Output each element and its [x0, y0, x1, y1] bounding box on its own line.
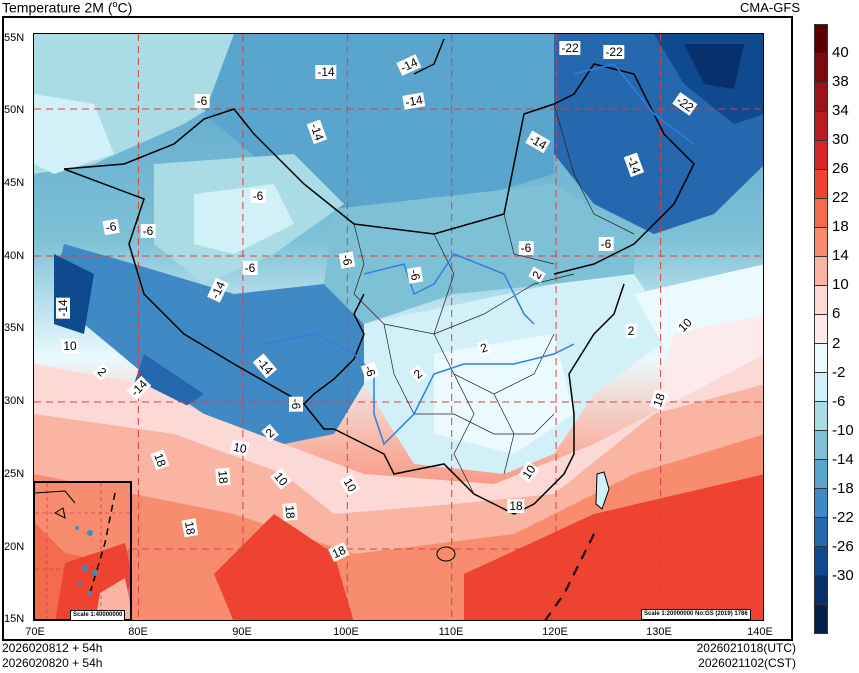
- contour-label: -6: [406, 266, 424, 284]
- lat-label-45n: 45N: [4, 177, 25, 189]
- colorbar-tick-label: -18: [832, 479, 854, 497]
- lat-label-35n: 35N: [4, 322, 25, 334]
- colorbar-tick-label: 22: [832, 189, 849, 207]
- colorbar-segment: [815, 576, 827, 605]
- contour-label: -6: [242, 261, 258, 275]
- colorbar-tick-label: 40: [832, 44, 849, 62]
- init-time-utc: 2026020812 + 54h: [2, 641, 103, 655]
- lat-label-30n: 30N: [4, 395, 25, 407]
- colorbar-segment: [815, 286, 827, 315]
- lon-label-120e: 120E: [542, 626, 568, 638]
- valid-time-cst: 2026021102(CST): [698, 656, 796, 670]
- lon-label-80e: 80E: [128, 626, 148, 638]
- colorbar-segment: [815, 54, 827, 83]
- contour-label: -6: [250, 189, 266, 203]
- colorbar-tick-label: -10: [832, 421, 854, 439]
- colorbar-tick-label: 26: [832, 160, 849, 178]
- contour-label: 2: [625, 324, 637, 338]
- lat-label-25n: 25N: [4, 468, 25, 480]
- init-time-cst: 2026020820 + 54h: [2, 656, 103, 670]
- contour-label: -6: [518, 241, 534, 255]
- temperature-colorbar: [814, 24, 828, 634]
- colorbar-segment: [815, 83, 827, 112]
- colorbar-segment: [815, 605, 827, 633]
- inset-canvas: [35, 483, 130, 619]
- contour-label: -22: [603, 45, 625, 59]
- colorbar-segment: [815, 112, 827, 141]
- contour-label: 18: [282, 502, 298, 522]
- colorbar-tick-label: -6: [832, 392, 846, 410]
- colorbar-tick-label: 38: [832, 73, 849, 91]
- colorbar-segment: [815, 141, 827, 170]
- colorbar-tick-label: -22: [832, 508, 854, 526]
- colorbar-segment: [815, 25, 827, 54]
- contour-label: 18: [507, 499, 525, 513]
- colorbar-segment: [815, 344, 827, 373]
- lon-label-130e: 130E: [646, 626, 672, 638]
- contour-label: -14: [56, 297, 70, 319]
- colorbar-tick-label: 30: [832, 131, 849, 149]
- colorbar-segment: [815, 518, 827, 547]
- lon-label-100e: 100E: [333, 626, 359, 638]
- colorbar-segment: [815, 170, 827, 199]
- colorbar-tick-label: -26: [832, 537, 854, 555]
- colorbar-tick-label: 10: [832, 276, 849, 294]
- contour-label: 18: [215, 467, 231, 487]
- temperature-map: [33, 33, 764, 621]
- contour-label: -6: [289, 396, 303, 412]
- colorbar-tick-label: 34: [832, 102, 849, 120]
- colorbar-tick-label: 14: [832, 247, 849, 265]
- contour-label: -6: [194, 94, 210, 108]
- colorbar-segment: [815, 373, 827, 402]
- colorbar-segment: [815, 402, 827, 431]
- colorbar-segment: [815, 315, 827, 344]
- lat-label-40n: 40N: [4, 250, 25, 262]
- lat-label-55n: 55N: [4, 32, 25, 44]
- contour-label: 10: [61, 339, 79, 353]
- colorbar-tick-label: -30: [832, 566, 854, 584]
- contour-label: 10: [230, 439, 250, 457]
- lon-label-70e: 70E: [25, 626, 45, 638]
- colorbar-segment: [815, 199, 827, 228]
- colorbar-segment: [815, 547, 827, 576]
- contour-label: -14: [315, 65, 337, 79]
- lon-label-140e: 140E: [747, 626, 773, 638]
- chart-title: Temperature 2M (oC): [2, 0, 133, 16]
- contour-label: -6: [140, 224, 156, 238]
- lon-label-90e: 90E: [232, 626, 252, 638]
- contour-label: 18: [181, 518, 199, 538]
- colorbar-segment: [815, 460, 827, 489]
- contour-label: -6: [598, 237, 614, 251]
- colorbar-segment: [815, 228, 827, 257]
- lon-label-110e: 110E: [438, 626, 464, 638]
- colorbar-tick-label: 2: [832, 334, 841, 352]
- colorbar-tick-label: -14: [832, 450, 854, 468]
- contour-label: -6: [338, 251, 356, 269]
- contour-label: -6: [102, 218, 120, 236]
- map-canvas: [34, 34, 763, 620]
- map-frame: [2, 16, 793, 641]
- colorbar-segment: [815, 257, 827, 286]
- colorbar-tick-label: 6: [832, 305, 841, 323]
- colorbar-segment: [815, 431, 827, 460]
- model-label: CMA-GFS: [740, 0, 800, 15]
- colorbar-tick-label: 18: [832, 218, 849, 236]
- colorbar-segment: [815, 489, 827, 518]
- lat-label-50n: 50N: [4, 104, 25, 116]
- contour-label: -22: [559, 41, 581, 55]
- lat-label-20n: 20N: [4, 541, 25, 553]
- valid-time-utc: 2026021018(UTC): [696, 641, 796, 655]
- colorbar-tick-label: -2: [832, 363, 846, 381]
- inset-scale: Scale 1:40000000: [70, 610, 126, 621]
- main-scale: Scale 1:20000000 No:GS (2019) 1786: [641, 609, 751, 620]
- south-china-sea-inset: [33, 481, 132, 621]
- lat-label-15n: 15N: [4, 613, 25, 625]
